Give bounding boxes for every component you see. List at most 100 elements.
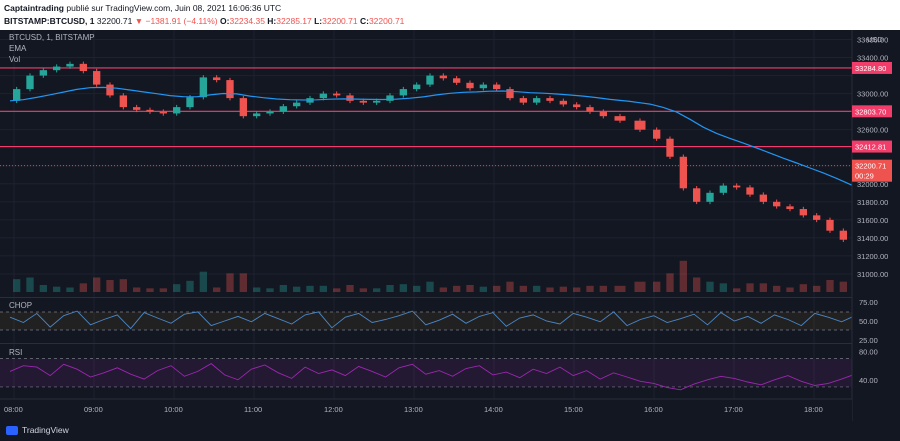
candle-body [279,106,287,112]
candle-body [333,93,341,96]
volume-bar [634,281,646,292]
chop-tick-label: 75.00 [859,298,878,307]
candle-body [519,98,527,103]
volume-bar [159,288,167,292]
volume-bar [546,287,554,292]
volume-bar [573,287,581,292]
candle-body [546,98,554,101]
pane-separator-rsi[interactable] [0,343,852,344]
chop-band [0,312,852,330]
time-tick-label: 12:00 [324,405,343,414]
volume-bar [106,280,114,292]
candle-body [359,100,367,103]
volume-bar [293,286,301,292]
volume-bar [13,279,21,292]
volume-bar [599,285,607,292]
candle-body [599,111,607,117]
chop-tick-label: 50.00 [859,317,878,326]
publish-line: Captaintrading publié sur TradingView.co… [4,2,281,15]
volume-bar [666,273,674,292]
candle-body [733,185,741,188]
volume-bar [506,281,514,292]
candle-body [93,71,101,85]
candle-body [439,75,447,79]
horizontal-levels[interactable] [0,67,852,148]
candle-body [319,93,327,99]
open-label: O: [220,16,230,26]
pane-separator-chop[interactable] [0,297,852,298]
candle-body [39,70,47,76]
candle-body [614,116,626,121]
time-tick-label: 08:00 [4,405,23,414]
candle-body [666,138,674,157]
volume-bar [239,273,247,292]
candle-body [559,100,567,105]
currency-label: USD [867,35,883,44]
volume-bar [346,285,354,292]
rsi-tick-label: 40.00 [859,376,878,385]
volume-bar [426,281,434,292]
price-axis-labels: 31000.00 31200.00 31400.00 31600.00 31800.00… [857,36,888,385]
volume-bar [439,287,447,292]
volume-bars [13,260,900,292]
candle-body [386,95,394,101]
chop-line [9,310,900,330]
high-value: 32285.17 [276,16,312,26]
candle-body [13,89,21,101]
candle-body [53,66,61,71]
time-axis[interactable] [0,399,852,421]
volume-bar [559,286,567,292]
volume-bar [79,283,87,292]
candle-body [199,77,207,98]
candle-body [186,97,194,108]
author-name[interactable]: Captaintrading [4,3,64,13]
price-tick-label: 32600.00 [857,126,888,135]
candle-body [693,188,701,202]
grid-lines [0,30,852,399]
last-price: 32200.71 [96,16,133,26]
volume-bar [813,285,821,292]
candle-body [413,84,421,90]
chop-legend: CHOP [9,301,32,310]
volume-bar [133,287,141,292]
chart-area[interactable]: 31000.00 31200.00 31400.00 31600.00 31800.00… [0,30,900,421]
vol-legend: Vol [9,55,20,64]
price-axis[interactable] [852,30,900,421]
rsi-line [9,363,900,391]
high-label: H: [267,16,277,26]
level-tag-label: 32412.81 [855,143,886,152]
candle-body [293,102,301,107]
candle-body [106,84,114,96]
last-price-tag-label: 32200.71 [855,162,886,171]
volume-bar [719,283,727,292]
candle-body [346,95,354,101]
candle-body [466,82,474,89]
volume-bar [359,288,367,292]
volume-bar [453,285,461,292]
volume-bar [39,285,47,292]
tradingview-brand: TradingView [22,425,69,435]
tradingview-icon [6,425,18,435]
tradingview-logo[interactable]: TradingView [6,425,69,435]
candle-body [719,185,727,193]
open-value: 32234.35 [229,16,265,26]
volume-bar [373,288,381,292]
volume-bar [706,281,714,292]
price-tick-label: 31200.00 [857,252,888,261]
volume-bar [26,277,34,292]
candle-body [759,194,767,202]
time-axis-labels: 08:00 09:00 10:00 11:00 12:00 13:00 14:00 15:00… [4,405,823,414]
volume-bar [653,281,661,292]
candle-body [66,63,74,67]
volume-bar [519,285,527,292]
candle-body [839,230,847,240]
time-tick-label: 15:00 [564,405,583,414]
candle-body [706,192,714,202]
volume-bar [146,288,154,292]
level-tag-label: 32803.70 [855,107,886,116]
candle-body [133,107,141,110]
volume-bar [786,287,794,292]
candle-body [653,129,661,139]
candle-body [453,78,461,83]
